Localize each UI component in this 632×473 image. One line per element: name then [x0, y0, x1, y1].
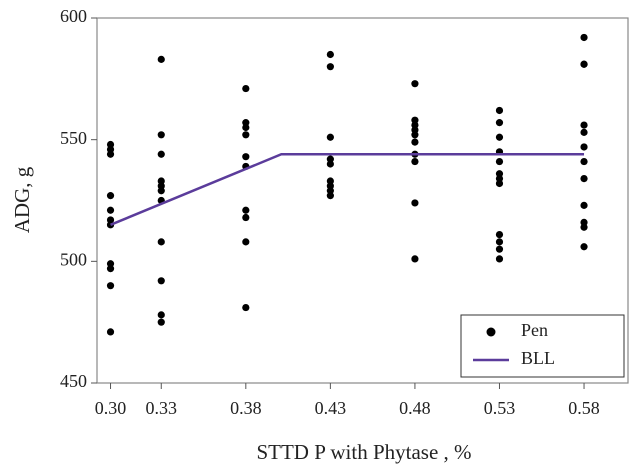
data-point — [326, 192, 334, 200]
data-point — [580, 143, 588, 151]
data-point — [580, 33, 588, 42]
data-point — [411, 255, 419, 263]
data-point — [495, 238, 504, 246]
y-axis-title: ADG, g — [10, 166, 34, 233]
data-point — [411, 80, 419, 88]
data-point — [411, 138, 419, 146]
plot-frame — [96, 17, 629, 384]
data-point — [495, 133, 504, 141]
data-point — [242, 238, 250, 246]
data-point — [580, 223, 588, 231]
data-point — [157, 311, 165, 319]
x-tick-label: 0.43 — [315, 398, 347, 418]
data-point — [411, 199, 419, 207]
data-point — [580, 128, 588, 136]
data-point — [326, 133, 334, 141]
data-point — [157, 55, 165, 63]
data-point — [242, 123, 250, 132]
data-point — [242, 213, 250, 222]
legend-box — [460, 314, 625, 378]
data-point — [495, 230, 504, 239]
data-point — [157, 277, 165, 285]
fit-line — [110, 153, 585, 226]
data-point — [242, 84, 250, 93]
x-tick-label: 0.38 — [230, 398, 262, 418]
data-point — [106, 282, 115, 290]
data-point — [106, 192, 115, 200]
data-point — [580, 201, 588, 209]
y-tick-label: 450 — [60, 371, 87, 391]
data-point — [580, 157, 588, 166]
data-point — [326, 50, 334, 59]
x-tick-label: 0.58 — [568, 398, 600, 418]
data-point — [580, 243, 588, 251]
data-point — [157, 238, 165, 246]
data-point — [326, 160, 334, 168]
data-point — [411, 157, 419, 166]
x-tick-label: 0.53 — [484, 398, 516, 418]
data-point — [106, 150, 115, 158]
data-point — [157, 187, 165, 195]
data-point — [495, 245, 504, 253]
data-point — [495, 255, 504, 263]
data-point — [242, 206, 250, 214]
data-point — [580, 121, 588, 129]
x-tick-label: 0.33 — [146, 398, 178, 418]
data-point — [242, 303, 250, 312]
y-tick-label: 600 — [60, 6, 87, 26]
legend-label: Pen — [521, 320, 548, 340]
x-tick-label: 0.30 — [95, 398, 127, 418]
data-point — [495, 119, 504, 127]
y-tick-label: 500 — [60, 249, 87, 269]
data-point — [411, 131, 419, 139]
x-axis-title: STTD P with Phytase , % — [256, 440, 471, 464]
data-point — [157, 150, 165, 158]
legend-label: BLL — [521, 348, 555, 368]
data-point — [495, 106, 504, 115]
x-tick-label: 0.48 — [399, 398, 431, 418]
data-point — [495, 157, 504, 166]
data-point — [106, 328, 115, 336]
data-point — [157, 131, 165, 139]
data-point — [106, 206, 115, 214]
data-point — [495, 179, 504, 188]
data-point — [157, 318, 165, 326]
data-point — [242, 131, 250, 139]
data-point — [326, 63, 334, 71]
data-point — [242, 153, 250, 161]
data-point — [106, 265, 115, 273]
data-point — [580, 175, 588, 183]
y-tick-label: 550 — [60, 128, 87, 148]
legend-marker — [486, 327, 496, 337]
data-point — [580, 60, 588, 68]
